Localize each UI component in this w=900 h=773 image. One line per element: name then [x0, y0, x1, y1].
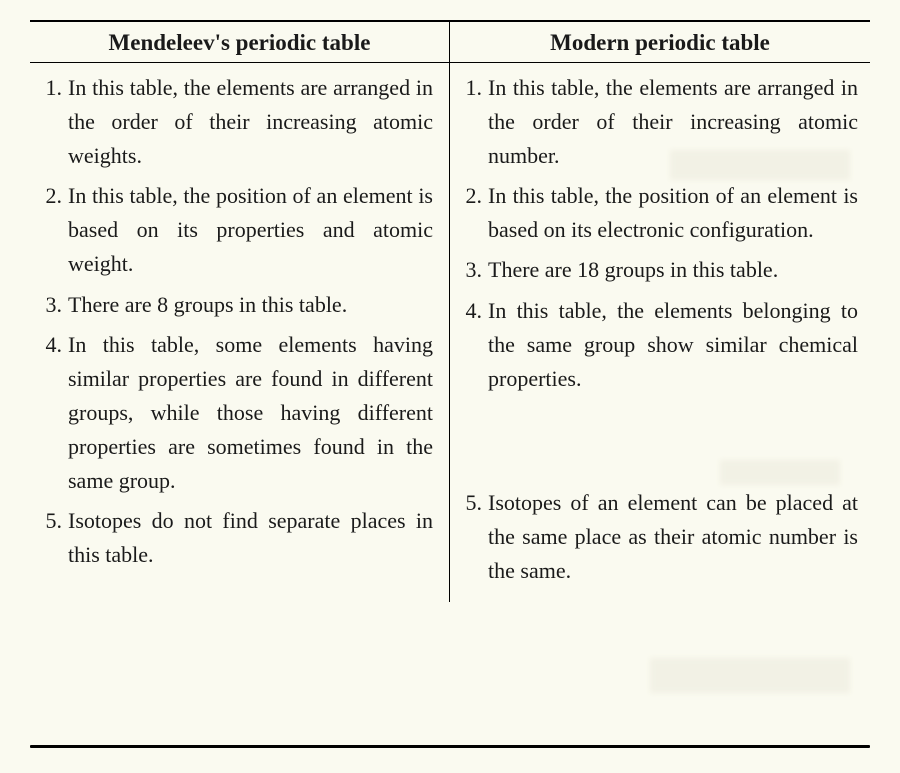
table-row: 5. Isotopes do not find separate places …: [38, 504, 437, 572]
mendeleev-header: Mendeleev's periodic table: [30, 22, 449, 63]
item-number: 4.: [38, 328, 62, 498]
item-number: 5.: [38, 504, 62, 572]
item-text: In this table, some elements having simi…: [68, 328, 437, 498]
item-number: 4.: [458, 294, 482, 396]
item-number: 5.: [458, 486, 482, 588]
item-text: Isotopes do not find separate places in …: [68, 504, 437, 572]
item-text: There are 8 groups in this table.: [68, 288, 437, 322]
table-row: 2. In this table, the position of an ele…: [38, 179, 437, 281]
item-number: 3.: [38, 288, 62, 322]
modern-column: Modern periodic table 1. In this table, …: [450, 22, 870, 602]
scan-artifact: [670, 150, 850, 180]
modern-items: 1. In this table, the elements are arran…: [450, 63, 870, 602]
mendeleev-column: Mendeleev's periodic table 1. In this ta…: [30, 22, 450, 602]
modern-header: Modern periodic table: [450, 22, 870, 63]
table-row: 4. In this table, some elements having s…: [38, 328, 437, 498]
table-row: 3. There are 18 groups in this table.: [458, 253, 858, 287]
table-row: 2. In this table, the position of an ele…: [458, 179, 858, 247]
item-number: 1.: [38, 71, 62, 173]
scan-artifact: [650, 658, 850, 693]
item-number: 3.: [458, 253, 482, 287]
scan-artifact: [720, 460, 840, 485]
comparison-table: Mendeleev's periodic table 1. In this ta…: [30, 20, 870, 602]
item-number: 1.: [458, 71, 482, 173]
item-number: 2.: [458, 179, 482, 247]
table-row: 1. In this table, the elements are arran…: [38, 71, 437, 173]
item-text: Isotopes of an element can be placed at …: [488, 486, 858, 588]
bottom-border: [30, 745, 870, 748]
item-text: In this table, the position of an elemen…: [68, 179, 437, 281]
item-text: In this table, the elements belonging to…: [488, 294, 858, 396]
mendeleev-items: 1. In this table, the elements are arran…: [30, 63, 449, 586]
table-row: 3. There are 8 groups in this table.: [38, 288, 437, 322]
table-row: 5. Isotopes of an element can be placed …: [458, 486, 858, 588]
item-number: 2.: [38, 179, 62, 281]
item-text: There are 18 groups in this table.: [488, 253, 858, 287]
item-text: In this table, the position of an elemen…: [488, 179, 858, 247]
item-text: In this table, the elements are arranged…: [68, 71, 437, 173]
table-row: 4. In this table, the elements belonging…: [458, 294, 858, 396]
